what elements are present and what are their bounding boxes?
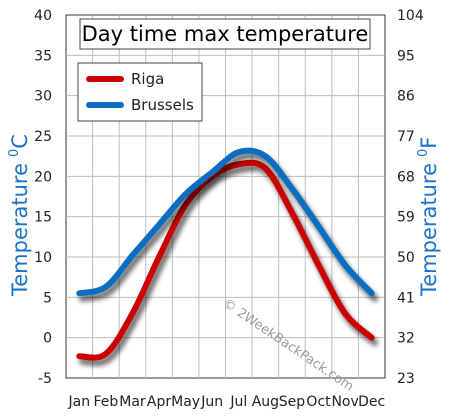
- y-axis-right-title: Temperature 0F: [416, 137, 441, 297]
- x-tick-label: Apr: [147, 394, 171, 410]
- x-tick-label: Feb: [93, 394, 118, 410]
- y-left-tick-label: 0: [43, 331, 52, 347]
- y-axis-left-title: Temperature 0C: [7, 134, 32, 297]
- y-right-tick-label: 59: [397, 210, 415, 226]
- y-axis-left-degree: 0: [7, 149, 22, 157]
- y-left-tick-label: 35: [34, 48, 52, 64]
- y-right-tick-label: 104: [397, 8, 424, 24]
- x-tick-label: Mar: [119, 394, 146, 410]
- y-axis-right-degree: 0: [416, 149, 431, 157]
- y-left-tick-label: 5: [43, 290, 52, 306]
- y-right-tick-label: 32: [397, 331, 415, 347]
- series-layer: [76, 147, 379, 367]
- x-tick-label: Dec: [358, 394, 385, 410]
- y-axis-left-label: Temperature: [8, 163, 32, 297]
- legend-box: [77, 62, 203, 122]
- x-axis-ticks: Jan Feb Mar Apr May Jun Jul Aug Sep Oct Nov Dec: [67, 394, 385, 410]
- y-right-tick-label: 41: [397, 290, 415, 306]
- y-right-tick-label: 50: [397, 250, 415, 266]
- x-tick-label: Sep: [279, 394, 306, 410]
- y-right-tick-label: 95: [397, 48, 415, 64]
- y-left-tick-label: -5: [38, 371, 52, 387]
- y-axis-right-label: Temperature: [417, 163, 441, 297]
- x-tick-label: Nov: [331, 394, 358, 410]
- chart-title: Day time max temperature: [82, 22, 369, 46]
- y-axis-left-ticks: -5 0 5 10 15 20 25 30 35 40: [34, 8, 52, 387]
- y-left-tick-label: 40: [34, 8, 52, 24]
- y-right-tick-label: 23: [397, 371, 415, 387]
- x-tick-label: May: [171, 394, 200, 410]
- title-box: [79, 18, 371, 50]
- y-right-tick-label: 86: [397, 89, 415, 105]
- y-left-tick-label: 10: [34, 250, 52, 266]
- y-axis-right-ticks: 23 32 41 50 59 68 77 86 95 104: [397, 8, 424, 387]
- y-right-tick-label: 77: [397, 129, 415, 145]
- y-left-tick-label: 15: [34, 210, 52, 226]
- legend-label-brussels: Brussels: [131, 96, 194, 114]
- y-left-tick-label: 20: [34, 169, 52, 185]
- series-line-brussels: [76, 147, 375, 297]
- y-left-tick-label: 25: [34, 129, 52, 145]
- y-axis-left-unit: C: [8, 134, 32, 149]
- legend: Riga Brussels: [86, 70, 194, 114]
- legend-label-riga: Riga: [131, 70, 164, 88]
- y-left-tick-label: 30: [34, 89, 52, 105]
- x-tick-label: Aug: [252, 394, 279, 410]
- x-tick-label: Jan: [67, 394, 90, 410]
- x-tick-label: Jun: [200, 394, 223, 410]
- y-right-tick-label: 68: [397, 169, 415, 185]
- x-tick-label: Oct: [306, 394, 331, 410]
- x-tick-label: Jul: [229, 394, 247, 410]
- y-axis-right-unit: F: [417, 137, 441, 149]
